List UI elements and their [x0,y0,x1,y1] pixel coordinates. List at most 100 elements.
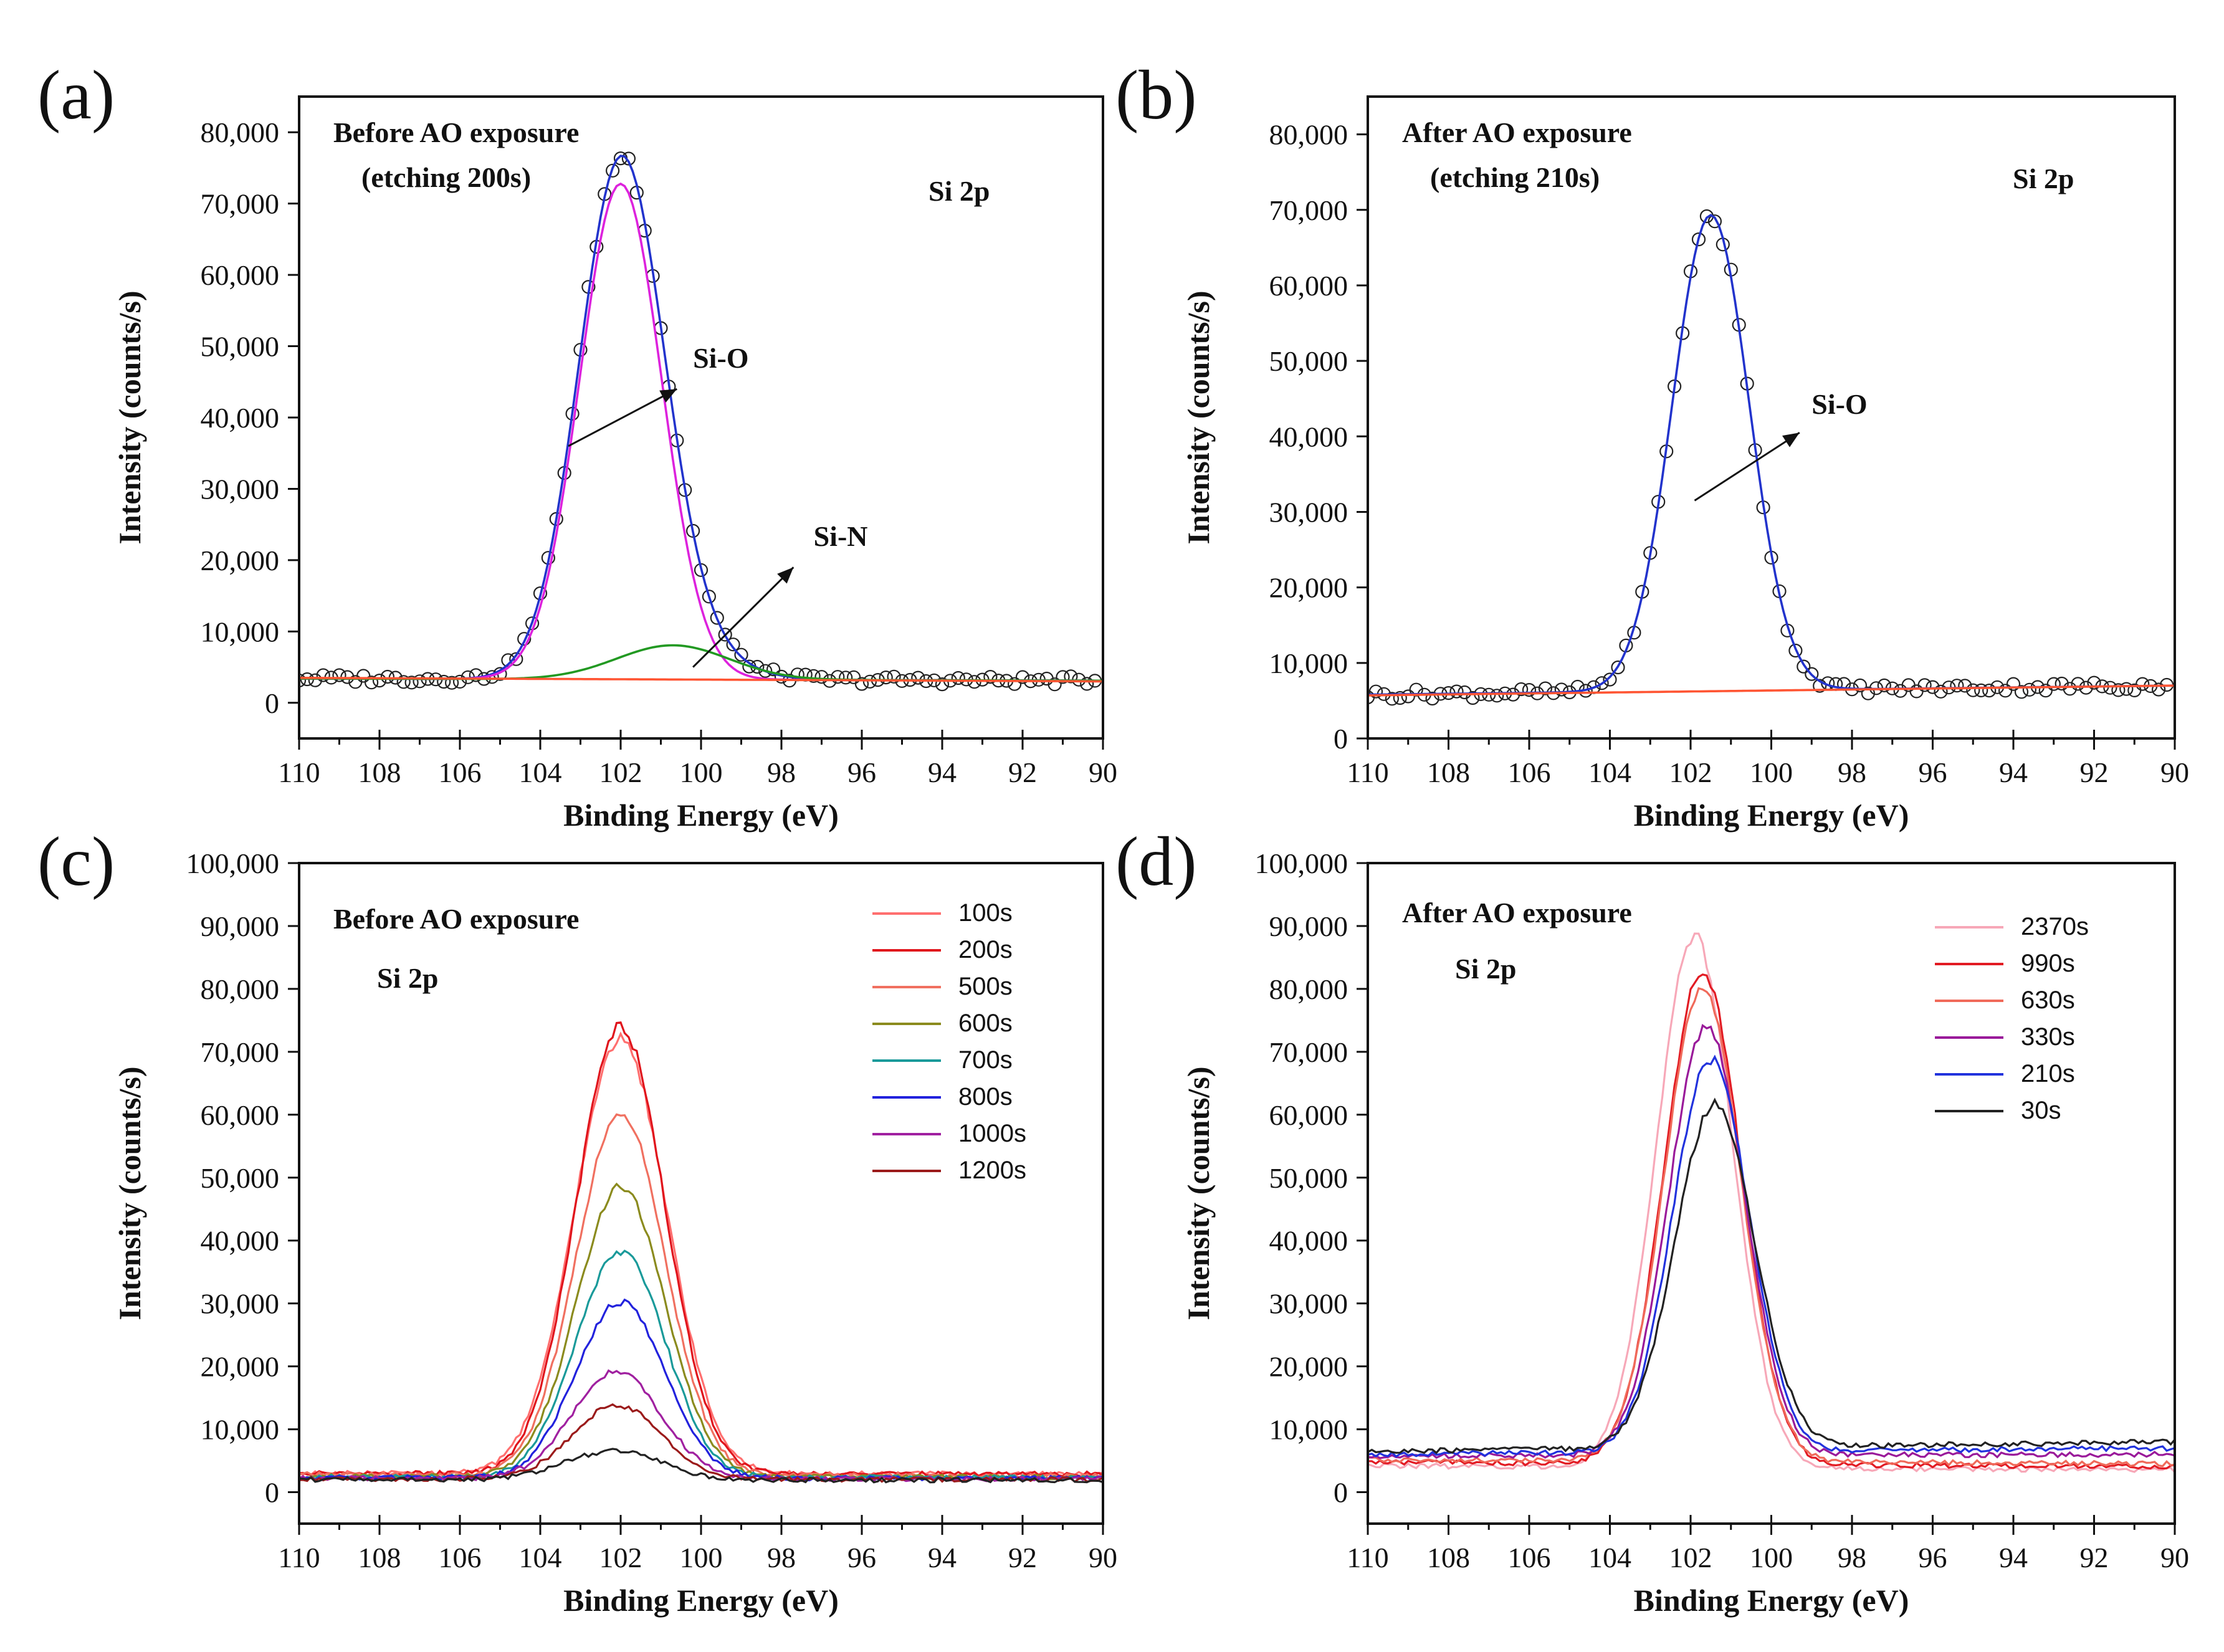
y-tick-label: 0 [1334,1477,1348,1509]
x-tick-label: 106 [1508,1542,1551,1573]
y-tick-label: 10,000 [201,1414,280,1446]
annotation-arrowhead [659,389,677,403]
x-tick-label: 96 [847,1542,876,1573]
x-tick-label: 90 [1089,757,1117,788]
spectrum-label: Si 2p [2013,163,2074,194]
data-point [396,675,411,689]
data-point [1861,686,1875,700]
panel-label: (d) [1115,823,1197,900]
data-point [758,664,773,678]
data-point [854,677,869,691]
y-tick-label: 40,000 [1269,421,1348,452]
data-point [380,669,395,684]
x-axis-title: Binding Energy (eV) [1634,1583,1909,1618]
y-tick-label: 20,000 [1269,1351,1348,1383]
x-axis-title: Binding Energy (eV) [563,1583,839,1618]
data-point [911,671,925,685]
panel-d: (d) 110 108 106 104 102 100 98 96 94 92 90 0 10,000 20… [1115,823,2189,1618]
x-tick-label: 108 [1427,757,1470,788]
legend-label: 330s [2021,1023,2075,1051]
x-tick-label: 96 [1919,1542,1947,1573]
series-fit-envelope [1368,213,2175,696]
data-point [1449,684,1464,699]
data-point [1982,683,1997,698]
y-tick-label: 40,000 [201,1225,280,1257]
data-point [1425,691,1439,706]
x-tick-label: 100 [680,1542,723,1573]
data-point [935,677,950,692]
data-point [1466,690,1480,705]
data-point [1538,681,1552,695]
x-tick-label: 104 [519,757,562,788]
data-point [2071,677,2085,691]
spectrum-label: Si 2p [928,175,990,207]
data-point [1048,677,1062,692]
x-tick-label: 98 [1838,1542,1866,1573]
data-point [846,670,861,684]
data-point [806,669,821,683]
data-point [1966,683,1980,697]
x-axis-title: Binding Energy (eV) [563,798,839,833]
legend-label: 500s [958,973,1013,1000]
data-point [831,670,845,684]
x-tick-label: 104 [1588,757,1631,788]
series-210s [1368,1054,2175,1458]
data-point [1707,214,1722,229]
annotation-arrowhead [777,567,794,584]
data-point [1797,659,1811,674]
data-point [2152,682,2166,697]
y-tick-label: 0 [265,1477,279,1509]
y-tick-label: 50,000 [1269,1162,1348,1194]
series-si-o [299,182,1103,682]
x-tick-label: 100 [680,757,723,788]
data-point [605,163,620,178]
plot-area [299,151,1103,692]
y-tick-label: 80,000 [1269,973,1348,1005]
data-point [1998,684,2013,698]
data-point [2136,677,2150,691]
y-tick-label: 80,000 [1269,119,1348,151]
data-point [413,674,427,689]
data-point [1691,232,1706,247]
data-point [437,674,451,689]
y-tick-label: 70,000 [201,1036,280,1068]
series-2370s [1368,932,2175,1473]
data-point [452,674,467,689]
y-tick-label: 60,000 [1269,270,1348,302]
x-tick-label: 102 [1669,757,1712,788]
data-point [1368,684,1383,699]
annotation-arrow [568,388,677,447]
y-tick-label: 30,000 [1269,1288,1348,1320]
panel-label: (a) [37,57,115,134]
data-point [1805,667,1819,681]
legend: 100s 200s 500s 600s 700s 800s 1000s 1200s [872,899,1026,1184]
annotation-arrow [692,566,795,668]
x-tick-label: 102 [599,757,642,788]
data-point [1813,679,1827,693]
data-point [734,647,748,662]
x-tick-label: 108 [358,1542,401,1573]
y-axis-title: Intensity (counts/s) [112,1067,147,1320]
x-tick-label: 106 [1508,757,1551,788]
x-tick-label: 110 [278,1542,320,1573]
legend-label: 1000s [958,1120,1026,1147]
y-tick-label: 30,000 [201,473,280,505]
y-axis-title: Intensity (counts/s) [112,291,147,545]
x-tick-label: 90 [2160,757,2189,788]
x-tick-label: 110 [1347,757,1388,788]
data-point [1788,643,1803,658]
data-point [2087,676,2101,690]
legend-label: 2370s [2021,913,2089,940]
data-point [1603,672,1617,687]
data-point [1877,678,1891,693]
x-tick-label: 94 [1999,757,2028,788]
y-tick-label: 70,000 [1269,1036,1348,1068]
plot-area [299,1021,1103,1484]
data-point [1611,660,1625,675]
series-700s [299,1249,1103,1482]
spectrum-label: Si 2p [377,962,438,994]
x-tick-label: 102 [599,1542,642,1573]
data-point [372,673,387,688]
y-tick-label: 100,000 [1255,847,1348,879]
x-tick-label: 100 [1750,757,1793,788]
